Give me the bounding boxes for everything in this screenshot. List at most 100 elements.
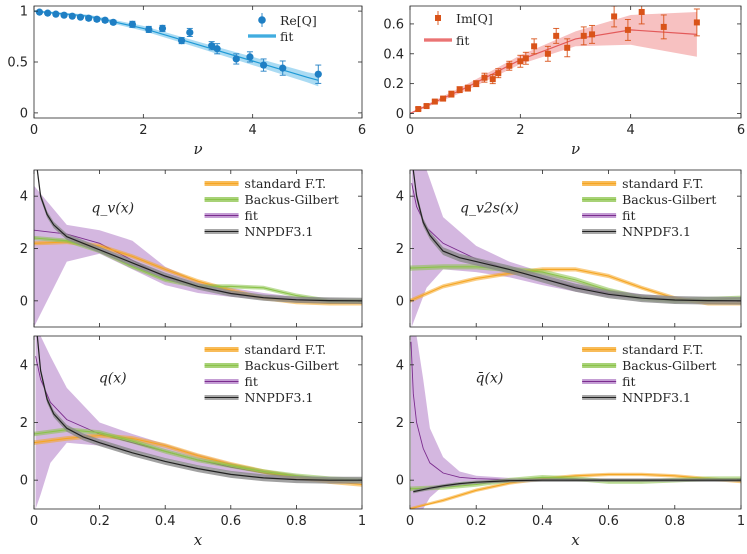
legend-label: fit [456, 33, 469, 48]
x-tick-label: 1 [737, 514, 745, 529]
fit-band [410, 12, 697, 115]
panel-annotation: q(x) [99, 371, 127, 387]
data-point [517, 58, 524, 65]
y-tick-label: 1 [20, 5, 28, 20]
legend-label: Re[Q] [280, 13, 317, 28]
y-tick-label: 2 [396, 416, 404, 431]
x-tick-label: 4 [627, 123, 635, 138]
data-point [495, 70, 502, 77]
data-point [693, 19, 700, 26]
plot-area [34, 336, 362, 509]
legend-label: Backus-Gilbert [622, 358, 716, 373]
band-fit [411, 170, 741, 327]
x-tick-label: 1 [358, 514, 366, 529]
qv-panel: 0 2 4 q_v(x) standard F.T.Backus-GilbertfitN… [20, 169, 363, 328]
band-standard-f-t- [410, 267, 741, 306]
y-tick-label: 0.4 [383, 47, 404, 62]
x-tick-label: 0.4 [532, 514, 553, 529]
legend-label: NNPDF3.1 [622, 390, 691, 405]
data-point [44, 9, 52, 17]
line-nnpdf3-1 [36, 170, 362, 302]
y-tick-label: 0 [20, 294, 28, 309]
data-point [128, 20, 136, 28]
qv2s-panel: 0 2 4 q_v2s(x) standard F.T.Backus-Gilbertfi… [396, 169, 742, 328]
data-point [109, 18, 117, 26]
y-tick-label: 4 [396, 190, 404, 205]
plot-area [410, 6, 700, 115]
legend-label: standard F.T. [245, 176, 327, 191]
x-tick-label: 2 [516, 123, 524, 138]
data-point [145, 25, 153, 34]
line-nnpdf3-1 [413, 479, 741, 493]
panel-annotation: q_v(x) [91, 200, 134, 216]
data-point [186, 28, 194, 37]
data-point [481, 74, 488, 81]
x-tick-label: 0.6 [220, 514, 241, 529]
legend-label: fit [280, 29, 293, 44]
band-nnpdf3-1 [37, 336, 362, 484]
data-point [76, 13, 85, 21]
data-point [208, 42, 216, 50]
y-tick-label: 0.5 [7, 56, 28, 71]
data-point [464, 85, 471, 92]
line-nnpdf3-1 [412, 170, 741, 302]
y-tick-label: 4 [20, 190, 28, 205]
data-point [564, 44, 571, 51]
y-tick-label: 4 [20, 358, 28, 373]
x-axis-label: ν [193, 140, 202, 158]
legend-label: Im[Q] [456, 11, 493, 26]
data-point [553, 32, 560, 39]
x-tick-label: 6 [358, 123, 366, 138]
y-tick-label: 0.6 [383, 17, 404, 32]
x-tick-label: 0.8 [286, 514, 307, 529]
data-point [440, 95, 447, 102]
y-tick-label: 0 [396, 107, 404, 122]
legend-label: fit [622, 208, 635, 223]
legend-label: fit [245, 208, 258, 223]
x-tick-label: 0.8 [664, 514, 685, 529]
x-tick-label: 0.2 [466, 514, 487, 529]
x-axis-label: x [571, 531, 580, 549]
data-point [489, 76, 496, 83]
axis-box [409, 5, 742, 119]
data-point [522, 55, 529, 62]
legend-label: Backus-Gilbert [622, 192, 716, 207]
data-point [260, 61, 268, 69]
data-point [60, 11, 68, 19]
data-point [279, 64, 287, 72]
x-tick-label: 0 [30, 514, 38, 529]
y-tick-label: 0.2 [383, 77, 404, 92]
data-point [544, 50, 551, 57]
legend-label: standard F.T. [622, 342, 704, 357]
y-tick-label: 0 [396, 294, 404, 309]
data-point [246, 53, 254, 61]
data-point [448, 91, 455, 98]
legend-label: standard F.T. [622, 176, 704, 191]
y-tick-label: 2 [396, 242, 404, 257]
data-point [506, 62, 513, 69]
y-tick-label: 0 [20, 474, 28, 489]
legend-label: standard F.T. [245, 342, 327, 357]
qbar-panel: 0 2 4 0 0.2 0.4 0.6 0.8 1 x q̄(x) standard F.T.Back… [396, 335, 745, 549]
data-point [415, 106, 422, 113]
data-point [589, 31, 596, 38]
legend-label: fit [622, 374, 635, 389]
data-point [638, 8, 645, 15]
x-axis-label: ν [571, 140, 580, 158]
data-point [52, 10, 60, 18]
legend-label: Backus-Gilbert [245, 358, 339, 373]
data-point [456, 86, 463, 93]
plot-area [34, 8, 322, 87]
line-nnpdf3-1 [36, 336, 362, 481]
legend-label: NNPDF3.1 [245, 224, 314, 239]
data-point [531, 43, 538, 50]
x-tick-label: 0 [406, 514, 414, 529]
y-tick-label: 4 [396, 358, 404, 373]
x-axis-label: x [194, 531, 203, 549]
y-tick-label: 2 [20, 416, 28, 431]
im-q-panel: 0 0.2 0.4 0.6 0 2 4 6 ν Im[Q] fit [383, 5, 745, 158]
panel-annotation: q_v2s(x) [460, 200, 519, 216]
data-point [178, 37, 186, 45]
x-tick-label: 0.4 [155, 514, 176, 529]
